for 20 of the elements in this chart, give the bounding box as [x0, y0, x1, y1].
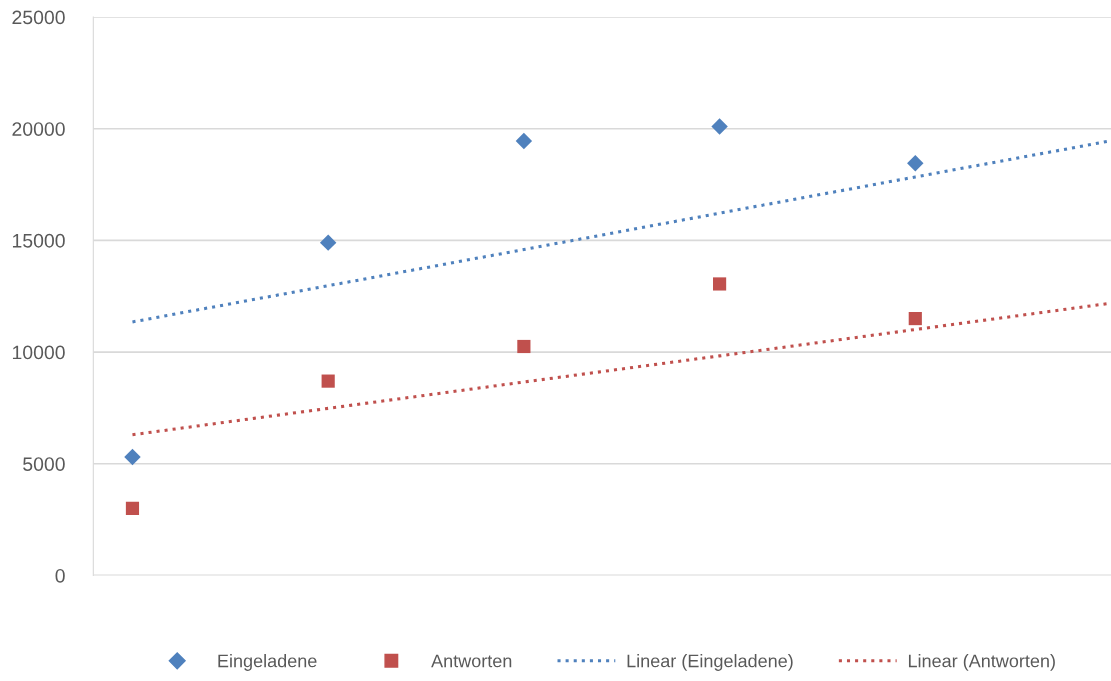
legend-label: Linear (Antworten): [908, 654, 1055, 671]
point: [319, 234, 337, 251]
point: [907, 155, 924, 172]
y-tick-label: 0: [55, 568, 65, 583]
point: [124, 448, 141, 466]
point: [908, 311, 922, 326]
y-tick-label: 15000: [12, 233, 65, 248]
point: [125, 501, 140, 516]
y-tick-label: 5000: [23, 457, 65, 471]
point: [321, 374, 335, 388]
point: [515, 132, 533, 150]
point: [517, 339, 531, 354]
legend-label: Linear (Eingeladene): [627, 654, 793, 671]
legend-label: Antworten: [431, 654, 512, 668]
legend-label: Eingeladene: [218, 654, 317, 671]
point: [713, 277, 727, 291]
point: [711, 118, 728, 135]
y-tick-label: 25000: [12, 10, 65, 25]
y-tick-label: 10000: [12, 345, 65, 360]
y-tick-label: 20000: [12, 122, 65, 136]
